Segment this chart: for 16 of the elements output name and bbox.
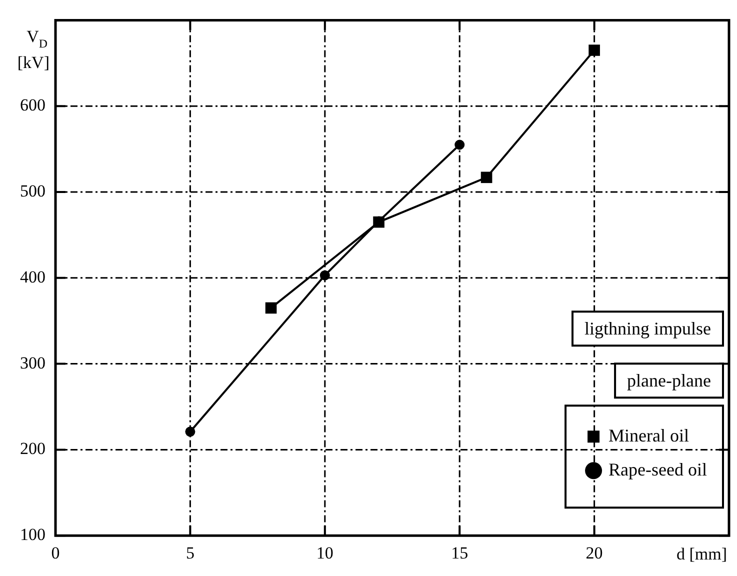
annotation: ligthning impulse	[584, 318, 712, 338]
x-axis-title: d [mm]	[676, 544, 728, 564]
y-tick-label: 300	[20, 353, 46, 372]
y-tick-label: 200	[20, 439, 46, 458]
legend-label: Mineral oil	[608, 425, 690, 446]
x-tick-label: 10	[316, 543, 334, 562]
x-tick-label: 5	[186, 543, 194, 562]
y-tick-label: 500	[20, 181, 46, 200]
x-tick-label: 0	[51, 543, 60, 562]
x-tick-label: 15	[451, 543, 468, 562]
x-tick-label: 20	[586, 543, 603, 562]
y-tick-label: 100	[20, 525, 46, 544]
y-tick-label: 400	[20, 267, 46, 286]
legend-label: Rape-seed oil	[608, 459, 708, 480]
y-tick-label: 600	[20, 96, 46, 115]
annotation: plane-plane	[627, 370, 712, 390]
